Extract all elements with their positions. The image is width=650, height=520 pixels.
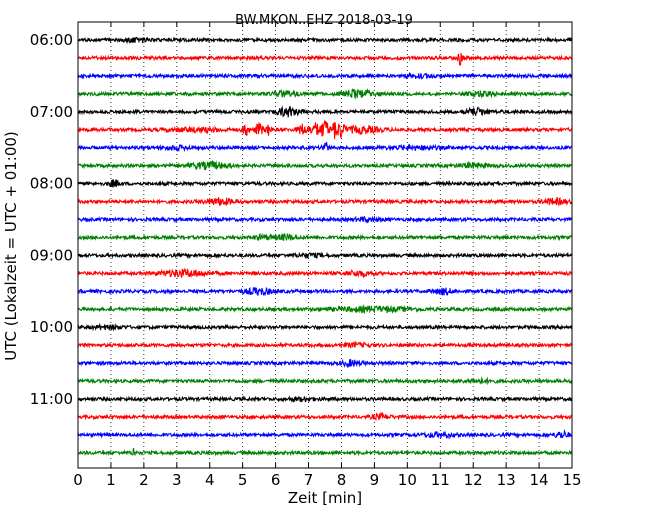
seismic-trace bbox=[77, 322, 573, 332]
x-tick-label: 15 bbox=[562, 471, 581, 489]
seismic-trace bbox=[77, 71, 573, 80]
y-tick-label: 06:00 bbox=[30, 31, 73, 49]
x-tick-label: 4 bbox=[205, 471, 215, 489]
x-tick-label: 2 bbox=[139, 471, 149, 489]
x-tick-label: 11 bbox=[431, 471, 450, 489]
seismic-trace bbox=[77, 87, 573, 100]
x-axis-label: Zeit [min] bbox=[288, 489, 362, 507]
chart-title: BW.MKON..EHZ 2018-03-19 bbox=[235, 13, 413, 28]
seismic-trace bbox=[77, 267, 573, 279]
seismic-trace bbox=[77, 196, 573, 207]
plot-frame bbox=[77, 21, 573, 469]
seismic-trace bbox=[77, 52, 573, 67]
seismic-trace bbox=[77, 105, 573, 118]
y-tick-label: 11:00 bbox=[30, 390, 73, 408]
x-tick-label: 1 bbox=[106, 471, 116, 489]
seismic-trace bbox=[77, 142, 573, 153]
y-tick-label: 08:00 bbox=[30, 175, 73, 193]
x-tick-label: 12 bbox=[464, 471, 483, 489]
seismic-trace bbox=[77, 411, 573, 422]
x-tick-label: 10 bbox=[398, 471, 417, 489]
x-tick-label: 8 bbox=[337, 471, 347, 489]
x-axis-ticks: 0 1 2 3 4 5 6 7 8 9 10 11 12 13 14 15 bbox=[73, 22, 582, 489]
vertical-grid bbox=[110, 22, 540, 468]
y-tick-label: 10:00 bbox=[30, 318, 73, 336]
x-tick-label: 0 bbox=[73, 471, 83, 489]
x-tick-label: 7 bbox=[304, 471, 314, 489]
x-tick-label: 9 bbox=[370, 471, 380, 489]
y-tick-label: 09:00 bbox=[30, 246, 73, 264]
seismic-trace bbox=[77, 232, 573, 242]
y-tick-label: 07:00 bbox=[30, 103, 73, 121]
x-tick-label: 14 bbox=[530, 471, 549, 489]
seismic-trace bbox=[77, 159, 573, 171]
x-tick-label: 5 bbox=[238, 471, 248, 489]
seismic-trace bbox=[77, 179, 573, 188]
y-axis-ticks: 06:00 07:00 08:00 09:00 10:00 11:00 bbox=[30, 31, 572, 408]
seismic-trace bbox=[77, 303, 573, 315]
x-tick-label: 13 bbox=[497, 471, 516, 489]
seismic-trace bbox=[77, 36, 573, 45]
seismic-trace bbox=[77, 215, 573, 224]
seismic-trace bbox=[77, 340, 573, 350]
seismic-trace bbox=[77, 251, 573, 260]
x-tick-label: 6 bbox=[271, 471, 281, 489]
seismic-trace bbox=[77, 119, 573, 140]
seismic-trace bbox=[77, 428, 573, 440]
seismic-trace bbox=[77, 395, 573, 403]
seismic-trace bbox=[77, 447, 573, 457]
x-tick-label: 3 bbox=[172, 471, 182, 489]
seismic-trace bbox=[77, 286, 573, 297]
seismic-trace bbox=[77, 376, 573, 386]
trace-group bbox=[77, 36, 573, 457]
seismic-trace bbox=[77, 358, 573, 369]
y-axis-label: UTC (Lokalzeit = UTC + 01:00) bbox=[2, 131, 20, 361]
